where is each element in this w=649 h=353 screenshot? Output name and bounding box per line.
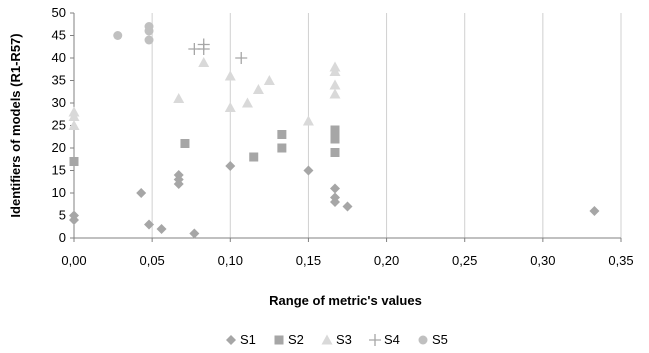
x-axis-title: Range of metric's values bbox=[269, 293, 422, 308]
y-tick-label: 0 bbox=[59, 230, 66, 245]
data-point-s2 bbox=[180, 139, 190, 148]
data-point-s3 bbox=[198, 57, 210, 67]
data-point-s3 bbox=[302, 115, 314, 126]
data-point-s1 bbox=[144, 219, 155, 230]
data-point-s1 bbox=[225, 161, 236, 171]
data-point-s3 bbox=[173, 93, 185, 103]
y-tick-label: 45 bbox=[52, 28, 66, 43]
legend-marker-s2 bbox=[274, 335, 284, 345]
data-point-s1 bbox=[173, 179, 184, 189]
y-tick-label: 5 bbox=[59, 208, 66, 223]
data-point-s3 bbox=[252, 84, 264, 94]
y-tick-label: 15 bbox=[52, 163, 66, 178]
data-point-s5 bbox=[144, 26, 154, 36]
tick-labels: 0 5 10 15 20 25 30 35 40 45 50 0,00 0,05 0,10 0,15 0,20… bbox=[52, 5, 634, 268]
y-tick-label: 35 bbox=[52, 73, 66, 88]
data-point-s1 bbox=[69, 210, 79, 221]
data-point-s3 bbox=[329, 88, 341, 99]
data-point-s3 bbox=[224, 102, 236, 112]
legend-label-s4: S4 bbox=[384, 332, 400, 347]
x-tick-label: 0,30 bbox=[530, 253, 555, 268]
x-tick-label: 0,00 bbox=[61, 253, 86, 268]
x-tick-label: 0,10 bbox=[218, 253, 243, 268]
data-point-s1 bbox=[156, 224, 167, 234]
data-point-s2 bbox=[277, 143, 287, 153]
data-point-s3 bbox=[329, 79, 341, 90]
legend-label-s1: S1 bbox=[240, 332, 256, 347]
x-tick-label: 0,20 bbox=[374, 253, 399, 268]
data-point-s2 bbox=[69, 157, 79, 166]
data-points bbox=[68, 22, 600, 239]
legend-marker-s1 bbox=[226, 335, 236, 345]
legend-marker-s3 bbox=[321, 334, 333, 345]
data-point-s4 bbox=[197, 43, 210, 55]
data-point-s2 bbox=[330, 134, 340, 144]
y-tick-label: 20 bbox=[52, 140, 66, 155]
data-point-s1 bbox=[329, 183, 340, 194]
data-point-s1 bbox=[589, 206, 600, 216]
data-point-s5 bbox=[144, 35, 154, 45]
data-point-s1 bbox=[303, 165, 314, 176]
legend-label-s5: S5 bbox=[432, 332, 448, 347]
data-point-s3 bbox=[68, 120, 80, 130]
y-tick-label: 50 bbox=[52, 5, 66, 20]
y-tick-label: 40 bbox=[52, 50, 66, 65]
data-point-s3 bbox=[68, 111, 80, 121]
grid-lines bbox=[151, 13, 622, 238]
legend: S1 S2 S3 S4 S5 bbox=[226, 332, 448, 347]
x-tick-label: 0,35 bbox=[608, 253, 633, 268]
data-point-s1 bbox=[342, 201, 353, 212]
data-point-s3 bbox=[263, 75, 275, 85]
data-point-s1 bbox=[189, 228, 200, 239]
x-tick-label: 0,25 bbox=[452, 253, 477, 268]
data-point-s2 bbox=[330, 148, 340, 157]
legend-marker-s5 bbox=[418, 335, 428, 345]
y-tick-label: 25 bbox=[52, 118, 66, 133]
data-point-s3 bbox=[241, 97, 253, 108]
y-axis-title: Identifiers of models (R1-R57) bbox=[8, 33, 23, 217]
y-tick-label: 30 bbox=[52, 95, 66, 110]
y-tick-label: 10 bbox=[52, 185, 66, 200]
data-point-s5 bbox=[113, 31, 123, 40]
legend-label-s2: S2 bbox=[288, 332, 304, 347]
x-tick-label: 0,15 bbox=[296, 253, 321, 268]
legend-marker-s4 bbox=[369, 334, 381, 346]
x-tick-label: 0,05 bbox=[139, 253, 164, 268]
axes bbox=[70, 12, 622, 242]
data-point-s4 bbox=[235, 52, 248, 64]
legend-label-s3: S3 bbox=[336, 332, 352, 347]
data-point-s1 bbox=[136, 188, 147, 198]
data-point-s2 bbox=[249, 152, 259, 162]
data-point-s1 bbox=[329, 197, 340, 207]
data-point-s3 bbox=[329, 66, 341, 76]
data-point-s3 bbox=[224, 70, 236, 81]
data-point-s2 bbox=[277, 130, 287, 139]
